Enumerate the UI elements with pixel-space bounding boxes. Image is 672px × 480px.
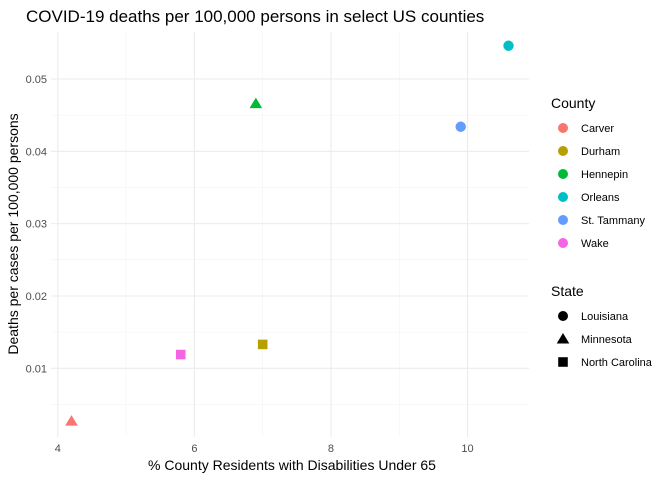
legend-key-north-carolina bbox=[558, 357, 568, 367]
y-axis-title: Deaths per cases per 100,000 persons bbox=[5, 113, 21, 354]
x-tick-label: 6 bbox=[191, 443, 197, 455]
legend-title: County bbox=[551, 95, 595, 111]
point-carver bbox=[65, 415, 78, 426]
point-wake bbox=[175, 349, 186, 360]
point-orleans bbox=[503, 40, 514, 51]
point-durham bbox=[257, 339, 268, 350]
point-st-tammany bbox=[455, 121, 466, 132]
data-points bbox=[65, 40, 514, 426]
legend-label: Louisiana bbox=[581, 311, 629, 323]
grid-lines bbox=[51, 32, 529, 437]
x-axis-title: % County Residents with Disabilities Und… bbox=[148, 457, 436, 473]
legend-key-st-tammany bbox=[558, 215, 568, 225]
legend-label: Durham bbox=[581, 146, 620, 158]
legend-key-hennepin bbox=[558, 169, 568, 179]
point-hennepin bbox=[249, 97, 263, 109]
y-axis-ticks: 0.01 0.02 0.03 0.04 0.05 bbox=[26, 74, 47, 375]
x-tick-label: 10 bbox=[461, 443, 473, 455]
y-tick-label: 0.02 bbox=[26, 291, 47, 303]
y-tick-label: 0.04 bbox=[26, 146, 47, 158]
legend-label: Carver bbox=[581, 123, 614, 135]
legend-label: St. Tammany bbox=[581, 215, 645, 227]
legend-key-orleans bbox=[558, 192, 568, 202]
legend-label: Minnesota bbox=[581, 334, 633, 346]
legend-key-carver bbox=[558, 123, 568, 133]
y-tick-label: 0.05 bbox=[26, 74, 47, 86]
legends: County Carver Durham Hennepin Orleans St. Tam… bbox=[551, 95, 653, 369]
legend-key-louisiana bbox=[558, 311, 568, 321]
legend-label: Orleans bbox=[581, 192, 620, 204]
legend-key-durham bbox=[558, 146, 568, 156]
legend-state: State Louisiana Minnesota North Carolina bbox=[551, 283, 653, 369]
y-tick-label: 0.01 bbox=[26, 363, 47, 375]
legend-county: County Carver Durham Hennepin Orleans St. Tam… bbox=[551, 95, 645, 250]
x-axis-ticks: 4 6 8 10 bbox=[55, 443, 474, 455]
legend-key-minnesota bbox=[556, 333, 570, 344]
x-tick-label: 4 bbox=[55, 443, 61, 455]
x-tick-label: 8 bbox=[328, 443, 334, 455]
legend-label: North Carolina bbox=[581, 357, 653, 369]
chart-title: COVID-19 deaths per 100,000 persons in s… bbox=[26, 7, 484, 26]
y-tick-label: 0.03 bbox=[26, 219, 47, 231]
legend-key-wake bbox=[558, 238, 568, 248]
legend-title: State bbox=[551, 283, 584, 299]
legend-label: Wake bbox=[581, 238, 609, 250]
legend-label: Hennepin bbox=[581, 169, 628, 181]
